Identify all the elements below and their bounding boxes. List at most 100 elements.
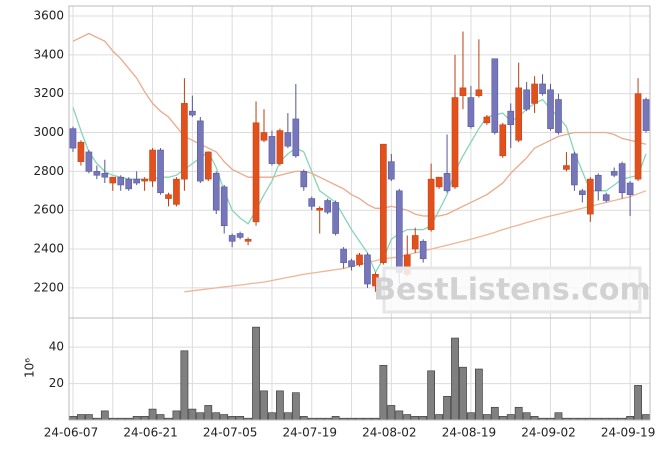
- candle-body: [411, 235, 419, 250]
- volume-bar: [283, 412, 292, 421]
- x-tick-label: 24-09-19: [601, 426, 655, 440]
- y-tick-label: 2600: [33, 203, 64, 217]
- volume-bar: [514, 406, 523, 421]
- candle-body: [515, 87, 523, 141]
- candle-body: [364, 254, 371, 285]
- candle-body: [626, 182, 634, 195]
- x-tick-label: 24-07-05: [203, 426, 257, 440]
- volume-bar: [132, 416, 141, 421]
- candle-body: [165, 194, 172, 199]
- volume-bar: [268, 412, 276, 421]
- volume-bar: [140, 416, 149, 421]
- volume-bar: [530, 416, 539, 421]
- candle-body: [579, 190, 586, 195]
- y-tick-label: 2400: [33, 242, 64, 256]
- volume-bar: [443, 396, 451, 421]
- candle-body: [324, 200, 331, 213]
- volume-bar: [331, 416, 340, 421]
- y-tick-label: 3200: [33, 86, 64, 100]
- volume-bar: [188, 408, 197, 421]
- candle-body: [594, 174, 602, 192]
- volume-bar: [554, 412, 563, 421]
- candle-body: [388, 161, 395, 180]
- candle-body: [77, 141, 85, 162]
- candle-body: [292, 118, 300, 157]
- candle-body: [196, 120, 204, 182]
- candle-body: [610, 171, 618, 176]
- volume-bar: [395, 410, 404, 421]
- x-tick-label: 24-06-07: [44, 426, 98, 440]
- volume-bar: [212, 412, 221, 421]
- y-tick-label: 3600: [33, 9, 64, 23]
- candle-body: [69, 128, 77, 149]
- candle-body: [260, 132, 268, 141]
- volume-bar: [172, 410, 181, 421]
- candle-body: [93, 171, 101, 176]
- y-tick-label: 2800: [33, 164, 64, 178]
- candle-body: [356, 254, 363, 265]
- volume-axis-label: 10⁶: [23, 358, 37, 378]
- volume-bar: [100, 410, 109, 421]
- y-tick-label: 20: [49, 376, 64, 390]
- candle-body: [395, 190, 403, 273]
- volume-bar: [626, 416, 634, 421]
- candle-body: [117, 176, 125, 186]
- volume-bar: [299, 416, 308, 421]
- candle-body: [451, 97, 459, 188]
- candle-body: [228, 235, 236, 242]
- moving-average-line: [72, 32, 647, 217]
- volume-bar: [276, 390, 284, 421]
- candle-body: [276, 130, 284, 164]
- volume-bar: [498, 416, 507, 421]
- volume-bar: [459, 366, 467, 421]
- candle-body: [173, 178, 180, 205]
- candle-body: [539, 83, 546, 94]
- candle-body: [236, 233, 244, 238]
- candle-body: [284, 132, 292, 147]
- candle-body: [372, 274, 379, 287]
- volume-bar: [387, 405, 396, 421]
- candle-body: [523, 89, 530, 110]
- volume-bar: [180, 350, 189, 421]
- candle-body: [459, 87, 467, 96]
- candle-body: [435, 176, 443, 188]
- volume-bar: [451, 337, 459, 421]
- y-tick-label: 40: [49, 340, 64, 354]
- volume-bar: [403, 414, 412, 421]
- candle-body: [149, 149, 156, 182]
- volume-bar: [77, 414, 85, 421]
- volume-bar: [220, 414, 229, 421]
- volume-bar: [490, 406, 499, 421]
- candle-body: [380, 143, 387, 263]
- candle-body: [602, 194, 610, 201]
- volume-bar: [634, 385, 642, 421]
- y-tick-label: 2200: [33, 280, 64, 294]
- volume-bar: [642, 414, 650, 421]
- candle-body: [220, 186, 228, 227]
- volume-bar: [467, 412, 475, 421]
- candle-body: [491, 58, 499, 133]
- candle-body: [181, 103, 188, 180]
- y-tick-label: 3400: [33, 47, 64, 61]
- volume-bar: [427, 370, 436, 421]
- volume-bar: [196, 412, 205, 421]
- volume-bar: [522, 412, 531, 421]
- y-tick-label: 3000: [33, 125, 64, 139]
- volume-bar: [156, 414, 165, 421]
- candle-body: [141, 178, 148, 182]
- candle-body: [109, 176, 117, 184]
- candle-body: [618, 163, 626, 194]
- volume-bar: [475, 368, 483, 421]
- volume-bar: [236, 416, 244, 421]
- x-tick-label: 24-07-19: [283, 426, 337, 440]
- candle-body: [308, 198, 316, 207]
- candle-body: [443, 173, 451, 192]
- x-tick-label: 24-06-21: [123, 426, 177, 440]
- watermark-box: [382, 266, 642, 314]
- candle-body: [300, 171, 308, 188]
- watermark: BestListens.com: [373, 273, 651, 308]
- candle-body: [467, 97, 475, 128]
- candle-body: [212, 173, 220, 211]
- candle-body: [268, 136, 276, 164]
